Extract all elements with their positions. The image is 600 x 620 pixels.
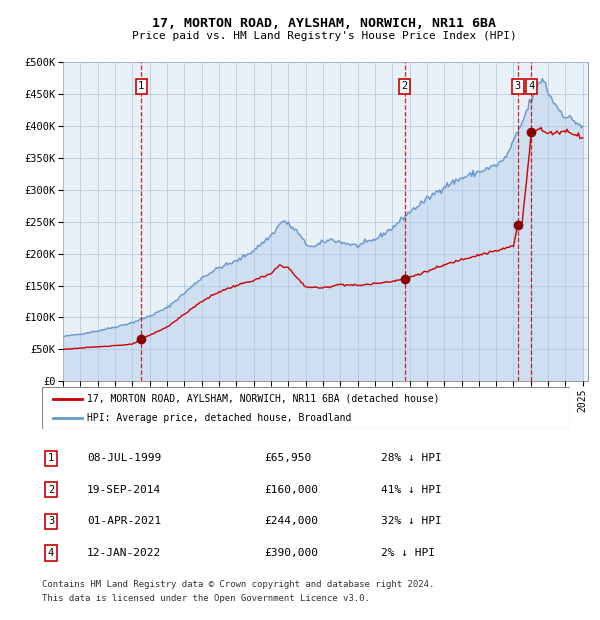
- Text: 4: 4: [528, 81, 535, 91]
- Text: £390,000: £390,000: [264, 548, 318, 558]
- Text: 2: 2: [401, 81, 408, 91]
- Text: 28% ↓ HPI: 28% ↓ HPI: [381, 453, 442, 463]
- Text: 19-SEP-2014: 19-SEP-2014: [87, 485, 161, 495]
- Text: 1: 1: [48, 453, 54, 463]
- Text: 1: 1: [138, 81, 145, 91]
- Text: 3: 3: [515, 81, 521, 91]
- Text: 12-JAN-2022: 12-JAN-2022: [87, 548, 161, 558]
- Text: £244,000: £244,000: [264, 516, 318, 526]
- Text: Price paid vs. HM Land Registry's House Price Index (HPI): Price paid vs. HM Land Registry's House …: [131, 31, 517, 41]
- Text: 17, MORTON ROAD, AYLSHAM, NORWICH, NR11 6BA (detached house): 17, MORTON ROAD, AYLSHAM, NORWICH, NR11 …: [87, 394, 439, 404]
- Text: 2: 2: [48, 485, 54, 495]
- Text: 01-APR-2021: 01-APR-2021: [87, 516, 161, 526]
- Text: 2% ↓ HPI: 2% ↓ HPI: [381, 548, 435, 558]
- Text: 17, MORTON ROAD, AYLSHAM, NORWICH, NR11 6BA: 17, MORTON ROAD, AYLSHAM, NORWICH, NR11 …: [152, 17, 496, 30]
- Text: 41% ↓ HPI: 41% ↓ HPI: [381, 485, 442, 495]
- Text: £65,950: £65,950: [264, 453, 311, 463]
- Text: 4: 4: [48, 548, 54, 558]
- Text: 3: 3: [48, 516, 54, 526]
- Text: Contains HM Land Registry data © Crown copyright and database right 2024.: Contains HM Land Registry data © Crown c…: [42, 580, 434, 589]
- Text: 08-JUL-1999: 08-JUL-1999: [87, 453, 161, 463]
- Text: HPI: Average price, detached house, Broadland: HPI: Average price, detached house, Broa…: [87, 413, 351, 423]
- Text: This data is licensed under the Open Government Licence v3.0.: This data is licensed under the Open Gov…: [42, 594, 370, 603]
- Text: 32% ↓ HPI: 32% ↓ HPI: [381, 516, 442, 526]
- Text: £160,000: £160,000: [264, 485, 318, 495]
